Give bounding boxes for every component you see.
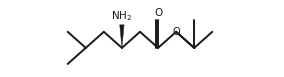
Text: O: O [172, 27, 180, 37]
Text: O: O [154, 8, 162, 18]
Polygon shape [120, 25, 124, 48]
Text: NH$_2$: NH$_2$ [111, 10, 132, 23]
